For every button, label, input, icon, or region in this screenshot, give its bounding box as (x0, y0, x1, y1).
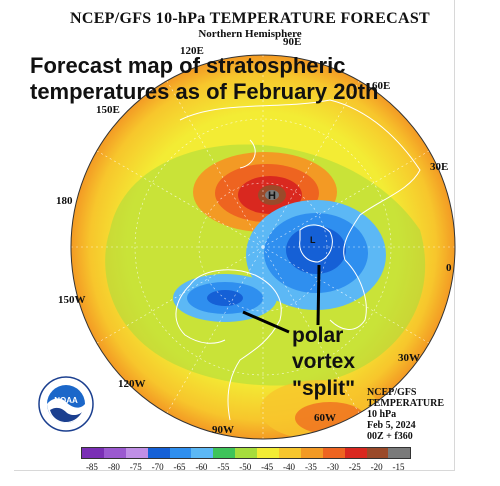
color-scale-segment (82, 448, 104, 458)
color-scale-segment (213, 448, 236, 458)
color-scale-label: -40 (283, 462, 296, 472)
lon-label-60e: 60E (372, 80, 391, 92)
info-source: NCEP/GFS (367, 387, 417, 398)
color-scale-segment (300, 448, 323, 458)
color-scale-label: -55 (217, 462, 230, 472)
annotation-polar-line1: polar (292, 324, 344, 347)
info-level: 10 hPa (367, 409, 397, 420)
color-scale-label: -65 (173, 462, 186, 472)
annotation-main-line2: temperatures as of February 20th (30, 78, 379, 104)
info-variable: TEMPERATURE (367, 398, 445, 409)
info-run: 00Z + f360 (367, 431, 413, 442)
color-scale-segment (257, 448, 280, 458)
high-label: H (268, 190, 276, 202)
color-scale-segment (388, 448, 411, 458)
color-scale-label: -45 (261, 462, 274, 472)
annotation-polar-vortex: polar vortex "split" (292, 323, 355, 402)
info-date: Feb 5, 2024 (367, 420, 416, 431)
color-scale-segment (103, 448, 126, 458)
color-scale-label: -60 (195, 462, 208, 472)
lon-label-90w: 90W (212, 424, 234, 436)
lon-label-60w: 60W (314, 412, 336, 424)
pointer-line-main (316, 264, 321, 326)
color-scale-label: -35 (304, 462, 317, 472)
annotation-polar-line3: "split" (292, 376, 356, 400)
color-scale-label: -15 (392, 462, 405, 472)
map-title: NCEP/GFS 10-hPa TEMPERATURE FORECAST (69, 10, 431, 27)
color-scale-label: -85 (85, 462, 98, 472)
noaa-logo-icon: NOAA (38, 376, 94, 432)
lon-label-0: 0 (446, 262, 452, 274)
map-subtitle: Northern Hemisphere (198, 28, 302, 40)
forecast-info: NCEP/GFS TEMPERATURE 10 hPa Feb 5, 2024 … (367, 387, 444, 442)
map-border (70, 54, 456, 440)
color-scale-segment (191, 448, 214, 458)
color-scale-label: -25 (348, 462, 361, 472)
color-scale-segment (235, 448, 258, 458)
lon-label-90e: 90E (283, 36, 302, 48)
lon-label-120w: 120W (118, 378, 146, 390)
lon-label-120e: 120E (180, 45, 204, 57)
color-scale-bar (81, 447, 412, 459)
color-scale-segment (169, 448, 192, 458)
color-scale-segment (125, 448, 148, 458)
color-scale-label: -50 (239, 462, 252, 472)
lon-label-30e: 30E (430, 161, 449, 173)
low-label: L (310, 235, 316, 245)
svg-text:NOAA: NOAA (54, 396, 78, 405)
color-scale-segment (366, 448, 389, 458)
color-scale-label: -20 (370, 462, 383, 472)
lon-label-150w: 150W (58, 294, 86, 306)
color-scale-label: -70 (151, 462, 164, 472)
lon-label-150e: 150E (96, 104, 120, 116)
color-scale-label: -80 (107, 462, 120, 472)
annotation-main: Forecast map of stratospheric temperatur… (30, 53, 378, 105)
pointer-line-secondary (242, 310, 290, 334)
color-scale-label: -75 (129, 462, 142, 472)
lon-label-180: 180 (56, 195, 73, 207)
lon-label-30w: 30W (398, 352, 420, 364)
annotation-polar-line2: vortex (292, 350, 356, 374)
color-scale-segment (344, 448, 367, 458)
annotation-main-line1: Forecast map of stratospheric (30, 53, 346, 78)
color-scale-segment (322, 448, 345, 458)
coastlines (175, 99, 421, 421)
color-scale-segment (279, 448, 301, 458)
color-scale-label: -30 (326, 462, 339, 472)
color-scale-segment (147, 448, 170, 458)
